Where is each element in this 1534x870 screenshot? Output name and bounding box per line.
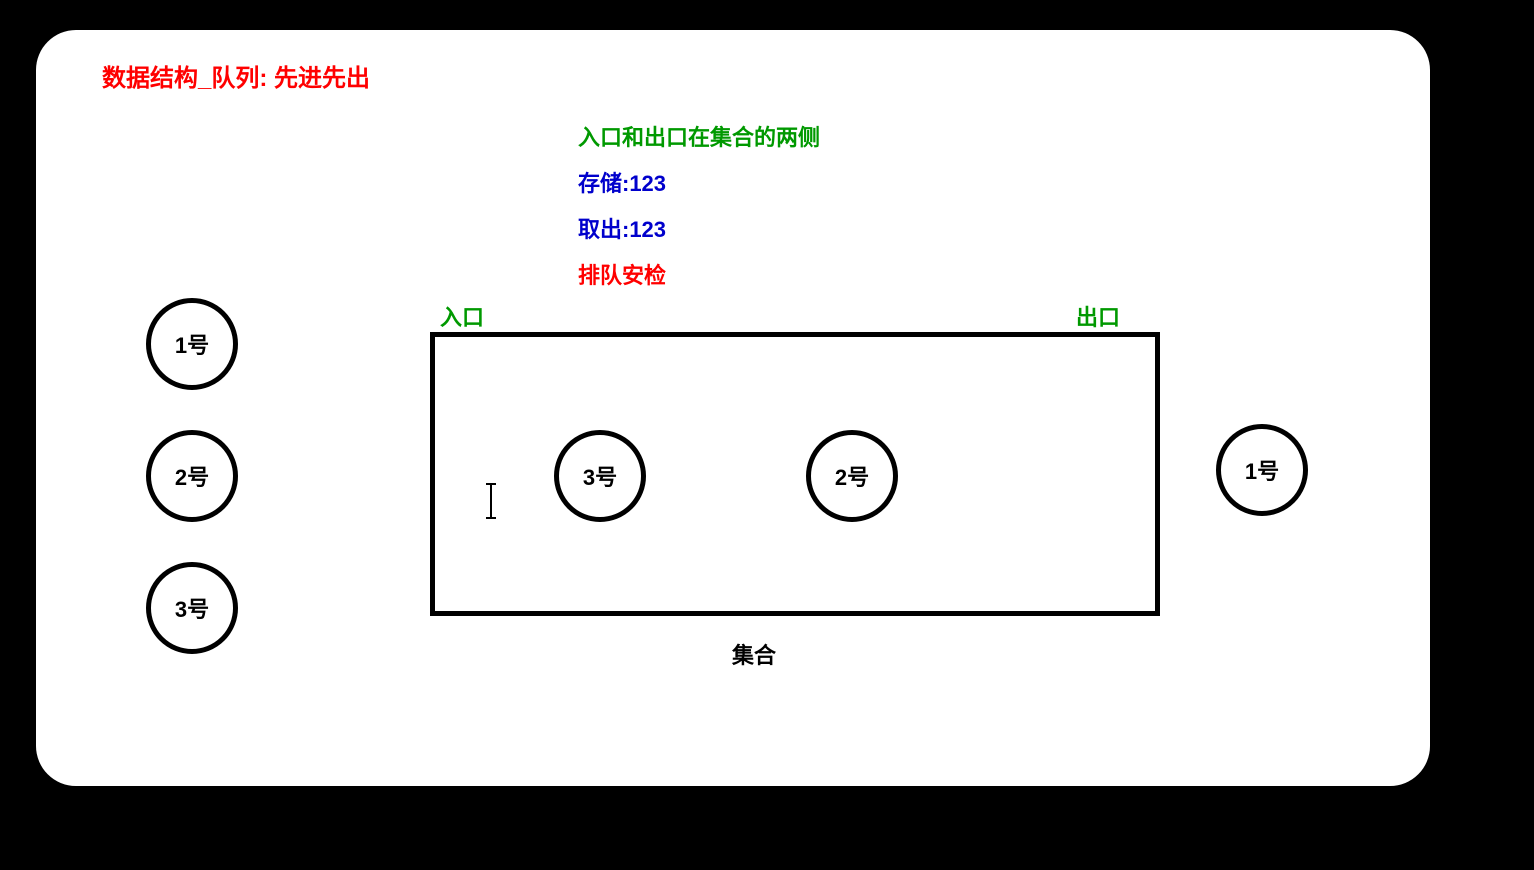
- node-label: 2号: [835, 460, 869, 492]
- queue-container: [430, 332, 1160, 616]
- diagram-page: 数据结构_队列: 先进先出 入口和出口在集合的两侧 存储:123 取出:123 …: [36, 30, 1430, 786]
- node-label: 3号: [175, 592, 209, 624]
- entry-label: 入口: [440, 300, 484, 332]
- waiting-node-3: 3号: [146, 562, 238, 654]
- info-line-store: 存储:123: [578, 166, 666, 198]
- info-line-sides: 入口和出口在集合的两侧: [578, 120, 820, 152]
- diagram-title: 数据结构_队列: 先进先出: [102, 58, 370, 93]
- waiting-node-2: 2号: [146, 430, 238, 522]
- text-cursor-icon: [490, 484, 492, 518]
- node-label: 2号: [175, 460, 209, 492]
- node-label: 3号: [583, 460, 617, 492]
- collection-label: 集合: [732, 638, 776, 670]
- waiting-node-1: 1号: [146, 298, 238, 390]
- queue-node-2: 2号: [806, 430, 898, 522]
- exited-node-1: 1号: [1216, 424, 1308, 516]
- queue-node-3: 3号: [554, 430, 646, 522]
- node-label: 1号: [175, 328, 209, 360]
- info-line-analogy: 排队安检: [578, 258, 666, 290]
- info-line-fetch: 取出:123: [578, 212, 666, 244]
- node-label: 1号: [1245, 454, 1279, 486]
- exit-label: 出口: [1076, 300, 1120, 332]
